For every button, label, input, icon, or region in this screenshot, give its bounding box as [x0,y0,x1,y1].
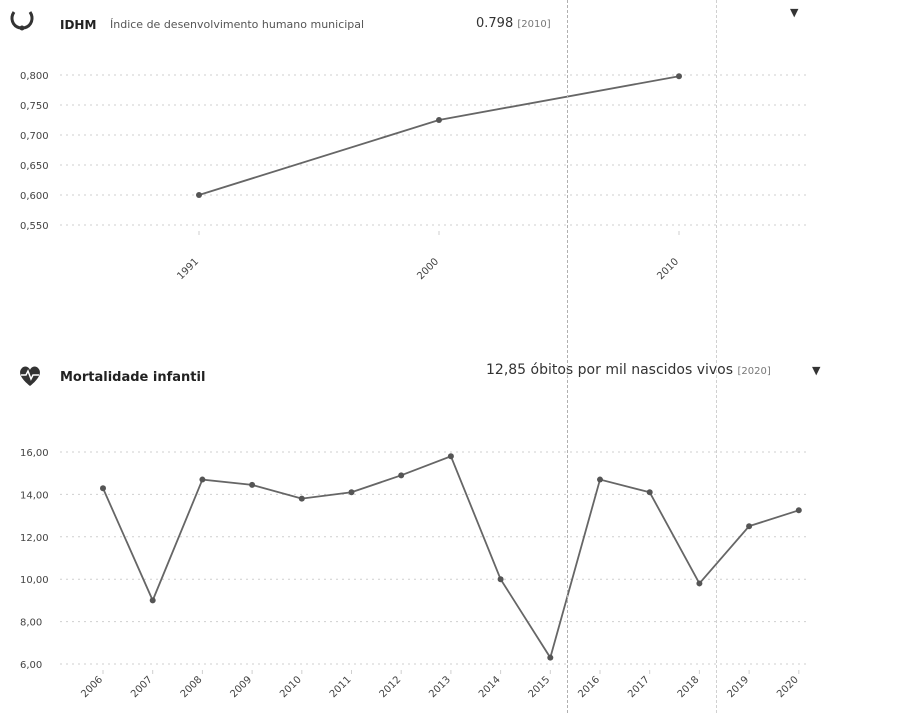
data-point[interactable] [597,476,603,483]
crosshair-line [567,0,568,713]
data-point[interactable] [348,489,355,496]
series-line [198,75,680,196]
heart-pulse-icon [20,366,40,386]
mortalidade-value-text: 12,85 óbitos por mil nascidos vivos [486,362,734,378]
x-tick-label: 2017 [626,674,652,700]
laurel-icon [10,11,34,31]
data-point[interactable] [149,597,156,604]
idhm-chart: 0,550 0,600 0,650 0,700 0,750 0,800 1991 2000 20… [20,71,810,282]
y-tick-label: 6,00 [20,660,42,671]
x-tick-label: 2006 [79,674,105,700]
mortalidade-value: 12,85 óbitos por mil nascidos vivos [202… [486,362,771,378]
data-point[interactable] [676,73,682,80]
mortalidade-title: Mortalidade infantil [60,370,206,385]
x-tick-label: 2012 [378,674,404,700]
x-tick-label: 2015 [527,674,553,700]
x-tick-label: 2020 [775,674,801,700]
data-point[interactable] [795,507,802,514]
data-point[interactable] [436,117,442,123]
y-tick-label: 0,550 [20,221,49,232]
data-point[interactable] [249,481,256,488]
crosshair-line-secondary [716,0,717,713]
data-point[interactable] [298,495,305,502]
y-tick-label: 16,00 [20,448,49,459]
x-tick-label: 2018 [676,674,702,700]
x-tick-label: 2009 [228,674,254,700]
idhm-value-number: 0.798 [476,16,514,31]
y-tick-label: 0,600 [20,191,49,202]
data-point[interactable] [646,489,653,496]
data-point[interactable] [547,654,554,661]
mortalidade-chart: 6,00 8,00 10,00 12,00 14,00 16,00 2006 2007 2008… [20,448,810,700]
mortalidade-header: Mortalidade infantil 12,85 óbitos por mi… [0,358,920,394]
y-tick-label: 0,650 [20,161,49,172]
data-point[interactable] [497,576,504,583]
x-tick-label: 2008 [179,674,205,700]
series-line [102,455,800,660]
x-tick-label: 2010 [278,674,304,700]
data-point[interactable] [447,453,454,460]
x-tick-label: 1991 [175,256,201,282]
x-tick-label: 2000 [415,256,441,282]
idhm-title: IDHM [60,18,97,32]
idhm-value: 0.798 [2010] [476,16,551,31]
data-point[interactable] [696,580,703,587]
x-tick-label: 2010 [655,256,681,282]
mortalidade-year: [2020] [737,366,771,377]
idhm-header: IDHM Índice de desenvolvimento humano mu… [0,2,920,38]
idhm-year: [2010] [517,19,551,30]
y-tick-label: 0,750 [20,101,49,112]
mortalidade-dropdown-caret-icon[interactable]: ▼ [812,364,821,377]
y-tick-label: 14,00 [20,490,49,501]
x-tick-label: 2013 [427,674,453,700]
y-tick-label: 0,800 [20,71,49,82]
y-tick-label: 10,00 [20,575,49,586]
data-point[interactable] [199,476,206,483]
y-tick-label: 8,00 [20,618,42,629]
data-point[interactable] [196,192,202,198]
data-point[interactable] [746,523,753,530]
x-tick-label: 2007 [129,674,155,700]
y-tick-label: 12,00 [20,533,49,544]
x-tick-label: 2014 [477,674,503,700]
x-tick-label: 2016 [576,674,602,700]
data-point[interactable] [398,472,405,479]
x-tick-label: 2011 [328,674,354,700]
idhm-subtitle: Índice de desenvolvimento humano municip… [110,18,365,31]
data-point[interactable] [100,485,106,492]
idhm-dropdown-caret-icon[interactable]: ▼ [790,6,799,19]
x-tick-label: 2019 [725,674,751,700]
y-tick-label: 0,700 [20,131,49,142]
